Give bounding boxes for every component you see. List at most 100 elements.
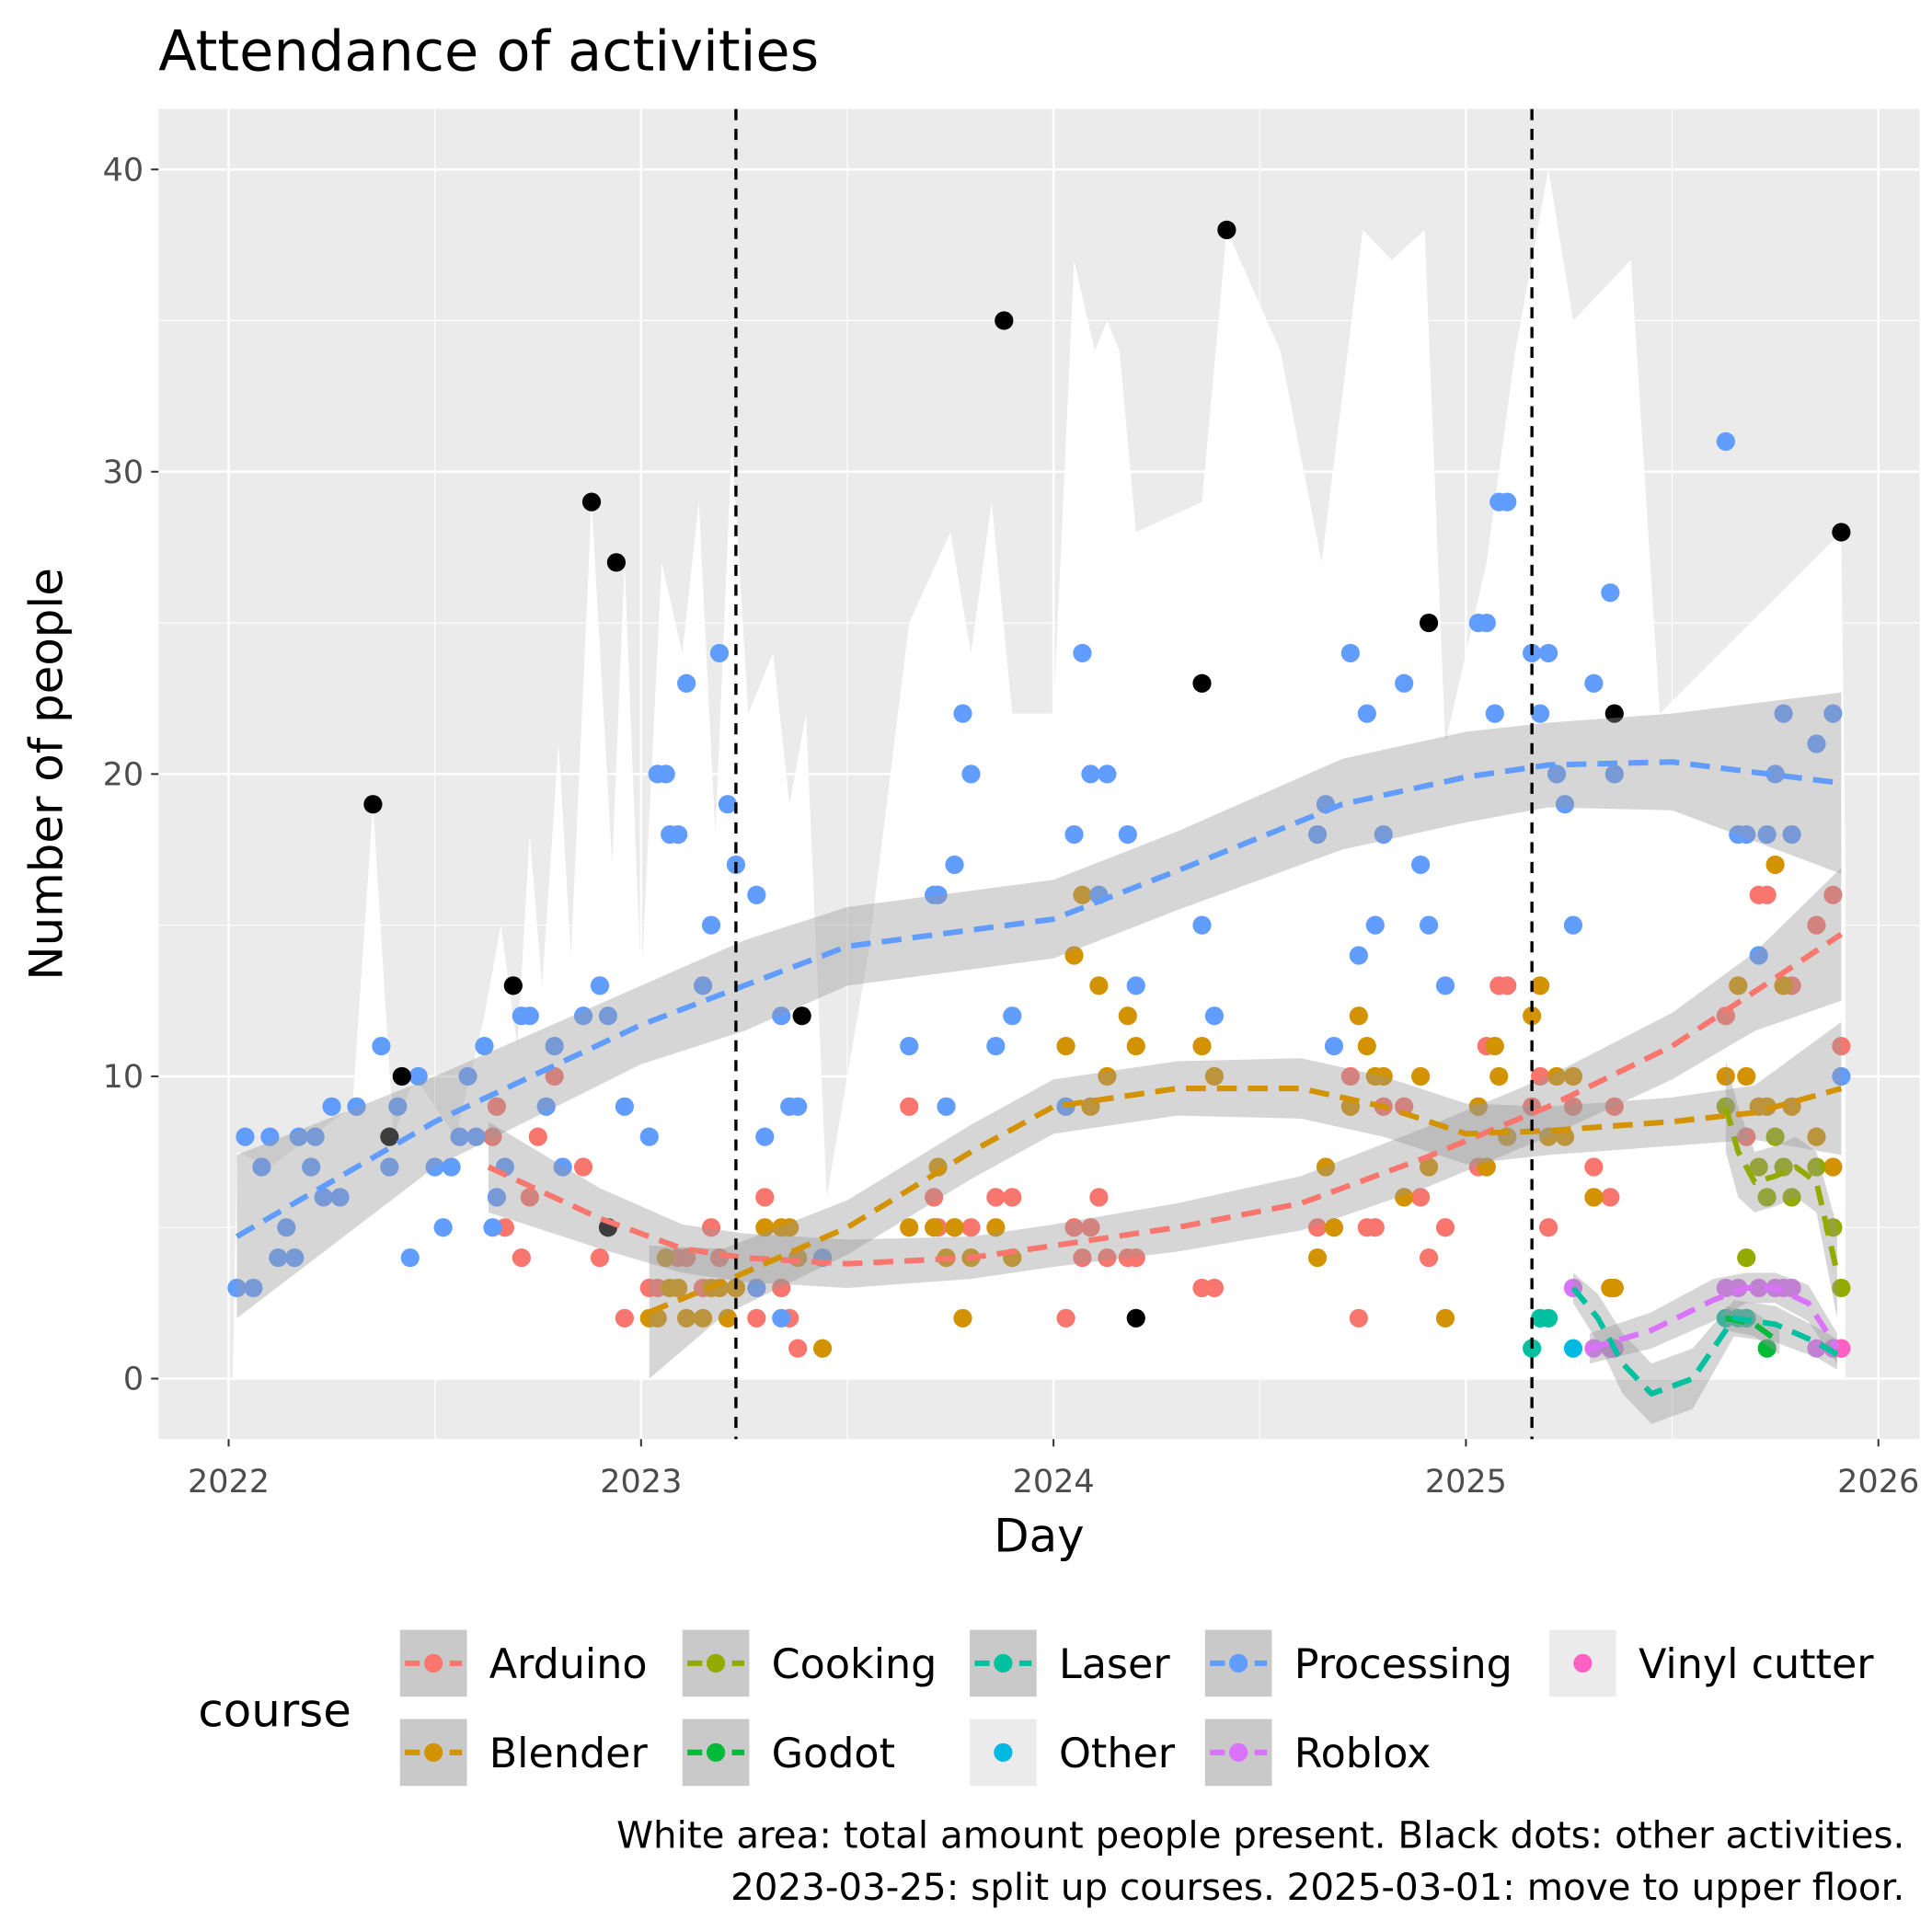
legend-label: Cooking (772, 1641, 937, 1688)
point-processing (953, 704, 972, 723)
x-tick-label: 2023 (600, 1464, 682, 1501)
point-other-activity (606, 553, 627, 572)
point-blender (1307, 1248, 1328, 1268)
legend-label: Blender (489, 1731, 649, 1777)
point-arduino (1365, 1218, 1385, 1237)
point-arduino (755, 1188, 775, 1207)
point-arduino (747, 1308, 766, 1328)
point-processing (1555, 795, 1575, 814)
point-processing (330, 1188, 350, 1207)
trend-line-laser (1570, 1286, 1839, 1397)
point-processing (573, 1006, 593, 1026)
point-processing (1374, 824, 1393, 845)
point-processing (1365, 915, 1385, 935)
y-tick-label: 20 (103, 756, 144, 793)
point-blender (1435, 1308, 1455, 1328)
point-arduino (1807, 915, 1826, 935)
point-processing (615, 1097, 634, 1116)
point-blender (1604, 1278, 1624, 1298)
point-processing (1498, 492, 1517, 512)
point-other-activity (581, 492, 602, 512)
point-arduino (1498, 976, 1517, 995)
point-blender (900, 1218, 919, 1237)
point-processing (260, 1127, 280, 1146)
point-arduino (1823, 885, 1843, 904)
point-arduino (1538, 1218, 1558, 1237)
legend-dot (1229, 1653, 1248, 1673)
caption-line-1: White area: total amount people present.… (616, 1813, 1904, 1857)
legend-item-other: Other (970, 1719, 1176, 1787)
confidence-band-processing (236, 692, 1842, 1318)
legend-item-godot: Godot (682, 1719, 895, 1787)
point-processing (1064, 824, 1084, 845)
point-processing (1538, 643, 1558, 663)
legend-dot (706, 1653, 726, 1673)
point-cooking (1782, 1188, 1801, 1207)
point-arduino (1737, 1127, 1756, 1146)
point-processing (1485, 704, 1504, 723)
x-tick-label: 2026 (1837, 1464, 1919, 1501)
legend-dot (994, 1742, 1013, 1762)
point-blender (1807, 1127, 1826, 1146)
point-processing (244, 1278, 263, 1298)
plot-panel (158, 109, 1920, 1440)
legend-dot (1229, 1742, 1248, 1762)
trend-line-arduino (487, 931, 1844, 1267)
legend-dot (706, 1742, 726, 1762)
point-blender (718, 1308, 738, 1328)
point-roblox (1782, 1278, 1801, 1298)
point-blender (780, 1218, 799, 1237)
legend-dot (424, 1653, 443, 1673)
point-processing (1073, 643, 1092, 663)
point-other-activity (1832, 523, 1851, 542)
total-attendance-area (233, 169, 1846, 1379)
point-processing (961, 765, 981, 784)
trend-line-roblox (1589, 1284, 1840, 1351)
point-processing (227, 1278, 247, 1298)
point-arduino (1757, 885, 1777, 904)
point-arduino (590, 1248, 610, 1268)
point-processing (408, 1066, 428, 1087)
point-processing (450, 1127, 469, 1146)
point-processing (598, 1006, 618, 1026)
point-blender (1192, 1036, 1212, 1056)
point-processing (747, 1278, 766, 1298)
point-arduino (1056, 1308, 1075, 1328)
point-cooking (1757, 1188, 1777, 1207)
x-tick-label: 2025 (1425, 1464, 1507, 1501)
point-processing (1357, 704, 1376, 723)
point-processing (1737, 824, 1756, 845)
point-processing (701, 915, 721, 935)
point-cooking (1832, 1278, 1851, 1298)
y-axis-title: Number of people (19, 568, 73, 980)
point-other-activity (1419, 613, 1439, 633)
point-processing (1774, 704, 1793, 723)
legend-label: Vinyl cutter (1639, 1641, 1874, 1688)
point-other-activity (1192, 673, 1212, 693)
point-arduino (1126, 1248, 1145, 1268)
point-blender (945, 1218, 964, 1237)
confidence-band-roblox (1589, 1272, 1837, 1364)
point-processing (1563, 915, 1583, 935)
point-cooking (1749, 1157, 1768, 1177)
point-processing (1126, 976, 1145, 995)
point-arduino (788, 1339, 808, 1358)
point-other-activity (392, 1066, 411, 1087)
point-blender (1823, 1157, 1843, 1177)
point-other (1563, 1339, 1583, 1358)
point-blender (1419, 1157, 1439, 1177)
point-processing (1098, 765, 1117, 784)
legend-dot (424, 1742, 443, 1762)
point-processing (1081, 765, 1100, 784)
point-processing (458, 1066, 477, 1087)
point-arduino (1349, 1308, 1368, 1328)
point-processing (693, 976, 713, 995)
point-processing (1765, 765, 1785, 784)
legend: Arduino Blender Cooking Godot Laser Other Proc… (399, 1629, 1874, 1787)
point-arduino (487, 1097, 507, 1116)
point-processing (1604, 765, 1624, 784)
point-arduino (1584, 1157, 1604, 1177)
point-processing (466, 1127, 486, 1146)
point-arduino (1435, 1218, 1455, 1237)
point-other-activity (1217, 220, 1236, 239)
